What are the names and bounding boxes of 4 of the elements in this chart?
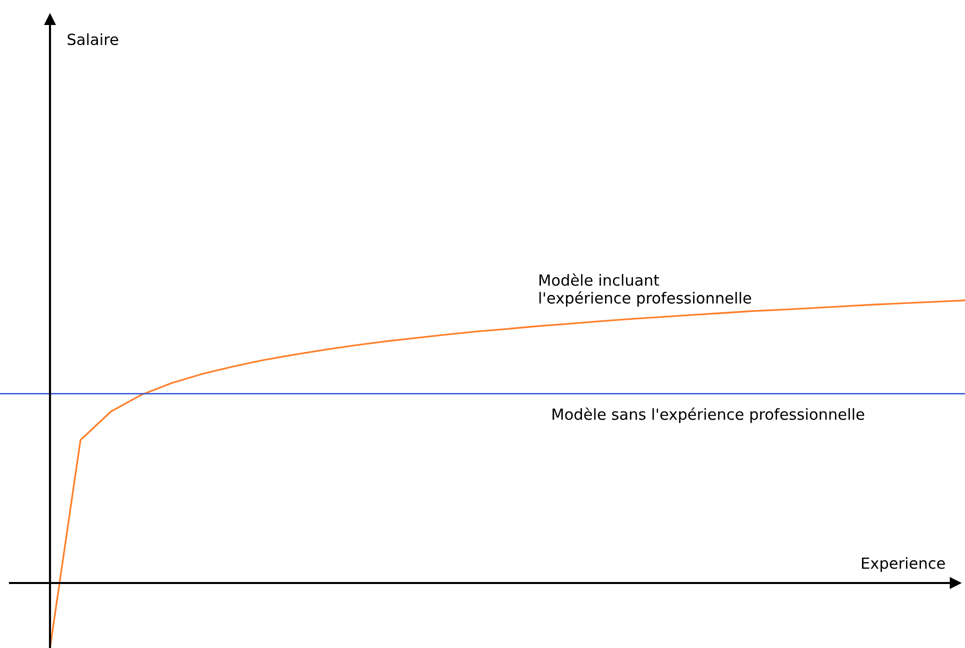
text: Salaire (68, 33, 118, 46)
ref-line-label: Modèle sans l'expérience professionnelle (552, 408, 864, 423)
annotation: Experience (862, 557, 945, 572)
series-label: Modèle incluant l'expérience professionnelle (539, 273, 752, 307)
